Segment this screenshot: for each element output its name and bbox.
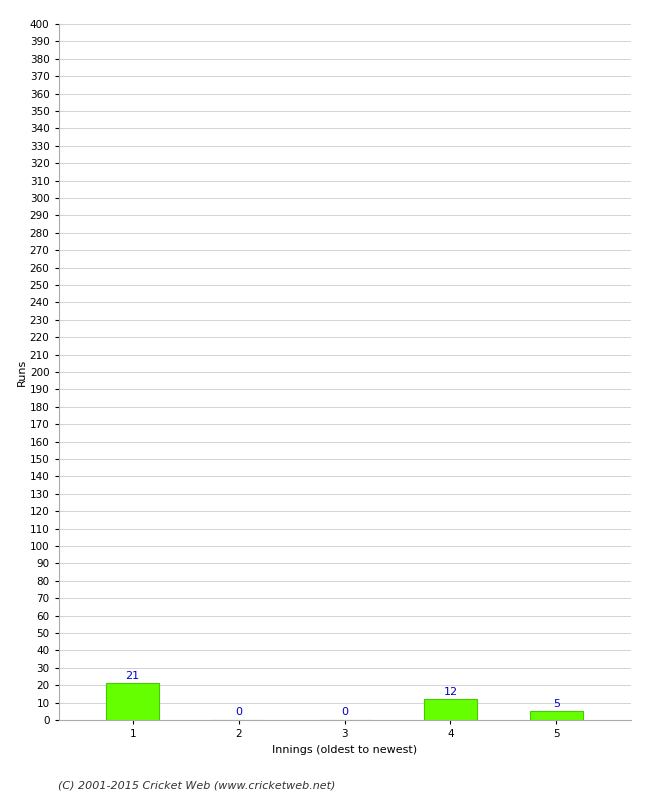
- Bar: [530, 711, 583, 720]
- Y-axis label: Runs: Runs: [17, 358, 27, 386]
- X-axis label: Innings (oldest to newest): Innings (oldest to newest): [272, 745, 417, 754]
- Text: 5: 5: [553, 698, 560, 709]
- Text: 21: 21: [125, 671, 140, 681]
- Text: 12: 12: [443, 686, 458, 697]
- Text: 0: 0: [341, 707, 348, 718]
- Text: (C) 2001-2015 Cricket Web (www.cricketweb.net): (C) 2001-2015 Cricket Web (www.cricketwe…: [58, 781, 336, 790]
- Text: 0: 0: [235, 707, 242, 718]
- Bar: [106, 683, 159, 720]
- Bar: [424, 699, 477, 720]
